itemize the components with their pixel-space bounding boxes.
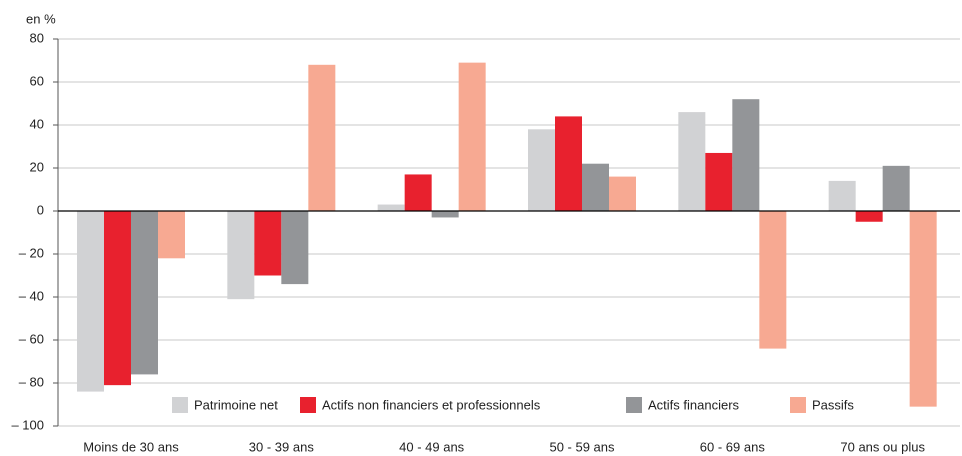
legend-label: Passifs [812, 397, 854, 412]
x-tick-label: 40 - 49 ans [399, 439, 465, 454]
y-tick-label: – 60 [19, 331, 44, 346]
bar [555, 116, 582, 211]
bar [158, 211, 185, 259]
y-tick-label: 0 [37, 202, 44, 217]
y-tick-label: – 100 [11, 417, 44, 432]
x-tick-label: 50 - 59 ans [549, 439, 615, 454]
y-tick-label: – 40 [19, 288, 44, 303]
bar [705, 152, 733, 211]
bar [732, 99, 760, 211]
y-tick-label: 20 [30, 159, 44, 174]
legend-background [165, 394, 815, 418]
x-tick-label: 70 ans ou plus [840, 439, 925, 454]
legend-swatch [790, 397, 806, 413]
bar [855, 211, 883, 222]
bar [882, 165, 910, 211]
bar [759, 211, 787, 349]
bar [104, 211, 131, 386]
y-axis-label: en % [26, 11, 56, 26]
y-tick-label: 60 [30, 73, 44, 88]
bar [227, 211, 255, 300]
bar [281, 211, 309, 285]
y-tick-label: – 80 [19, 374, 44, 389]
bar [678, 112, 706, 211]
bar [131, 211, 158, 375]
bar [377, 204, 405, 211]
bar [254, 211, 282, 276]
bar [528, 129, 555, 211]
y-tick-label: 40 [30, 116, 44, 131]
bar [431, 211, 459, 218]
y-tick-label: 80 [30, 30, 44, 45]
y-tick-label: – 20 [19, 245, 44, 260]
bar [308, 64, 336, 211]
x-tick-label: 30 - 39 ans [249, 439, 315, 454]
legend-swatch [172, 397, 188, 413]
x-tick-label: 60 - 69 ans [700, 439, 766, 454]
bar [458, 62, 486, 212]
bar [909, 211, 937, 407]
x-tick-label: Moins de 30 ans [83, 439, 179, 454]
legend-swatch [626, 397, 642, 413]
bar [404, 174, 432, 211]
legend-label: Actifs non financiers et professionnels [322, 397, 541, 412]
bar [609, 176, 636, 211]
legend-swatch [300, 397, 316, 413]
legend-label: Actifs financiers [648, 397, 740, 412]
bar [582, 163, 609, 211]
bar [828, 180, 856, 211]
legend-label: Patrimoine net [194, 397, 278, 412]
bar [77, 211, 104, 392]
